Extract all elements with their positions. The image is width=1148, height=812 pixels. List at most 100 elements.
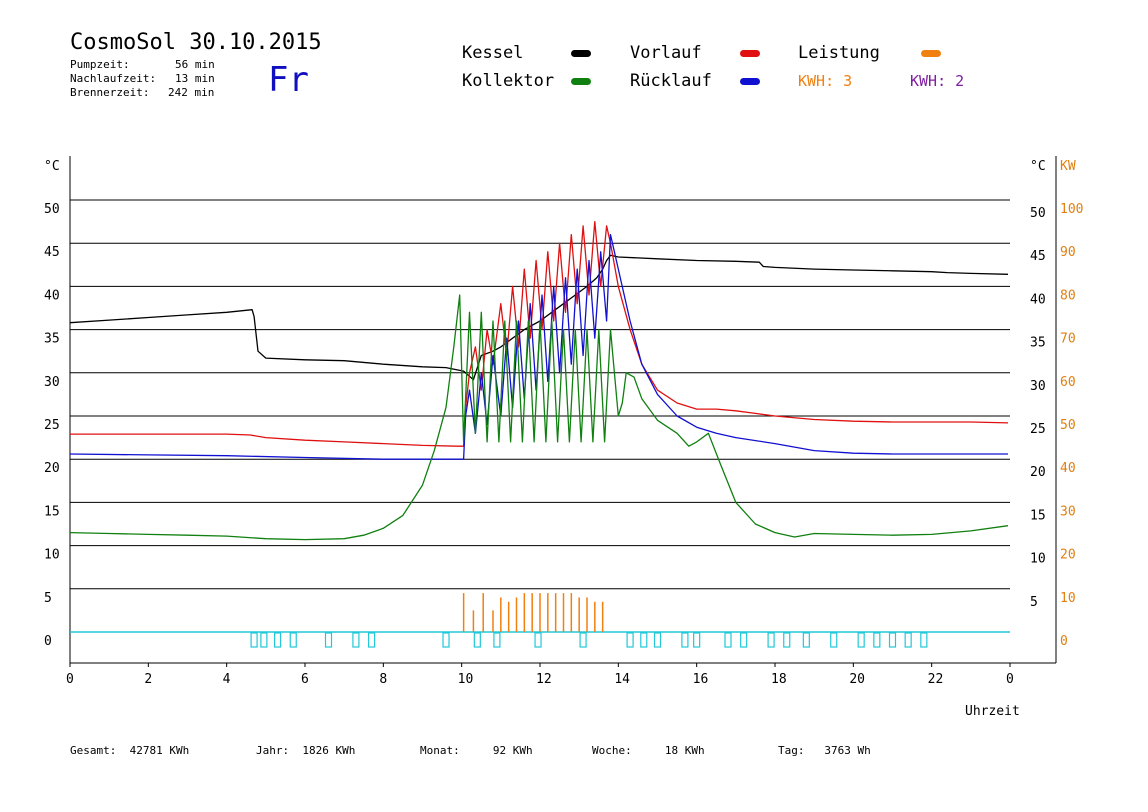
- pump-marker: [740, 632, 748, 648]
- y-tick-kw-0: 0: [1060, 634, 1068, 649]
- stat-nachlaufzeit-value: 13 min: [175, 72, 215, 85]
- pump-marker: [473, 632, 481, 648]
- footer-monat: Monat: 92 KWh: [420, 744, 533, 757]
- x-tick-8: 16: [693, 672, 709, 687]
- footer-tag: Tag: 3763 Wh: [778, 744, 871, 757]
- footer-woche: Woche: 18 KWh: [592, 744, 705, 757]
- legend-kessel-label: Kessel: [462, 43, 524, 63]
- y-axis-unit-kw: KW: [1060, 159, 1076, 174]
- y-tick-right-40: 40: [1030, 292, 1046, 307]
- pump-marker: [324, 632, 333, 648]
- y-tick-right-45: 45: [1030, 249, 1046, 264]
- pump-marker: [367, 632, 376, 648]
- y-tick-left-30: 30: [44, 375, 60, 390]
- chart-title: CosmoSol 30.10.2015: [70, 30, 322, 55]
- x-tick-0: 0: [66, 672, 74, 687]
- y-tick-right-10: 10: [1030, 552, 1046, 567]
- y-tick-kw-10: 10: [1060, 591, 1076, 606]
- y-tick-kw-30: 30: [1060, 504, 1076, 519]
- legend-ruecklauf-swatch: [740, 78, 760, 85]
- y-tick-right-50: 50: [1030, 206, 1046, 221]
- pump-marker: [802, 632, 810, 648]
- y-tick-right-15: 15: [1030, 508, 1046, 523]
- x-tick-2: 4: [223, 672, 231, 687]
- pump-marker: [534, 632, 542, 648]
- x-tick-4: 8: [379, 672, 387, 687]
- y-tick-kw-40: 40: [1060, 461, 1076, 476]
- series-rücklauf: [69, 233, 1008, 460]
- y-tick-left-25: 25: [44, 418, 60, 433]
- pump-marker: [904, 632, 912, 648]
- legend-vorlauf-swatch: [740, 50, 760, 57]
- pump-marker: [888, 632, 897, 648]
- series-vorlauf: [70, 220, 1009, 447]
- pump-marker: [250, 632, 258, 648]
- y-tick-kw-50: 50: [1060, 418, 1076, 433]
- y-tick-kw-90: 90: [1060, 245, 1076, 260]
- kwh-orange-value: KWH: 3: [798, 72, 853, 90]
- y-tick-left-15: 15: [44, 504, 60, 519]
- pump-marker: [289, 632, 297, 648]
- stat-brennerzeit-label: Brennerzeit:: [70, 86, 150, 99]
- series-kollektor: [69, 294, 1009, 541]
- y-axis-unit-right: °C: [1030, 159, 1046, 174]
- legend-ruecklauf-label: Rücklauf: [630, 71, 712, 91]
- legend-vorlauf-label: Vorlauf: [630, 43, 702, 63]
- legend-leistung-swatch: [921, 50, 941, 57]
- x-tick-5: 10: [458, 672, 474, 687]
- pump-marker: [626, 632, 634, 648]
- pump-marker: [873, 632, 881, 648]
- pump-marker: [767, 632, 775, 648]
- stat-pumpzeit-value: 56 min: [175, 58, 215, 71]
- y-tick-left-10: 10: [44, 548, 60, 563]
- pump-marker: [579, 632, 587, 648]
- series-kessel: [69, 254, 1009, 381]
- pump-marker: [857, 632, 865, 648]
- x-tick-7: 14: [614, 672, 630, 687]
- stat-pumpzeit-label: Pumpzeit:: [70, 58, 130, 71]
- legend-kollektor-label: Kollektor: [462, 71, 555, 91]
- x-tick-3: 6: [301, 672, 309, 687]
- pump-marker: [653, 632, 662, 648]
- pump-marker: [352, 632, 360, 648]
- y-tick-kw-80: 80: [1060, 288, 1076, 303]
- pump-marker: [920, 632, 928, 648]
- pump-marker: [442, 632, 450, 648]
- y-tick-kw-20: 20: [1060, 548, 1076, 563]
- y-tick-left-5: 5: [44, 591, 52, 606]
- y-tick-right-20: 20: [1030, 465, 1046, 480]
- y-tick-left-50: 50: [44, 202, 60, 217]
- weekday-label: Fr: [268, 60, 309, 100]
- x-tick-9: 18: [771, 672, 787, 687]
- pump-marker: [640, 632, 648, 648]
- pump-marker: [783, 632, 791, 648]
- pump-marker: [273, 632, 282, 648]
- stat-brennerzeit-value: 242 min: [168, 86, 215, 99]
- pump-marker: [681, 632, 689, 648]
- y-tick-left-0: 0: [44, 634, 52, 649]
- y-tick-kw-100: 100: [1060, 202, 1083, 217]
- y-tick-left-20: 20: [44, 461, 60, 476]
- y-tick-right-25: 25: [1030, 422, 1046, 437]
- y-tick-right-30: 30: [1030, 379, 1046, 394]
- legend-leistung-label: Leistung: [798, 43, 880, 63]
- y-tick-kw-60: 60: [1060, 375, 1076, 390]
- y-tick-right-35: 35: [1030, 336, 1046, 351]
- y-tick-kw-70: 70: [1060, 332, 1076, 347]
- x-tick-1: 2: [144, 672, 152, 687]
- x-axis-label: Uhrzeit: [965, 704, 1020, 719]
- x-tick-11: 22: [928, 672, 944, 687]
- pump-marker: [693, 632, 701, 648]
- x-tick-10: 20: [849, 672, 865, 687]
- pump-marker: [493, 632, 501, 648]
- pump-marker: [830, 632, 838, 648]
- y-tick-left-35: 35: [44, 332, 60, 347]
- y-tick-left-40: 40: [44, 288, 60, 303]
- pump-marker: [724, 632, 732, 648]
- legend-kessel-swatch: [571, 50, 591, 57]
- y-tick-left-45: 45: [44, 245, 60, 260]
- y-tick-right-5: 5: [1030, 595, 1038, 610]
- x-tick-12: 0: [1006, 672, 1014, 687]
- x-tick-6: 12: [536, 672, 552, 687]
